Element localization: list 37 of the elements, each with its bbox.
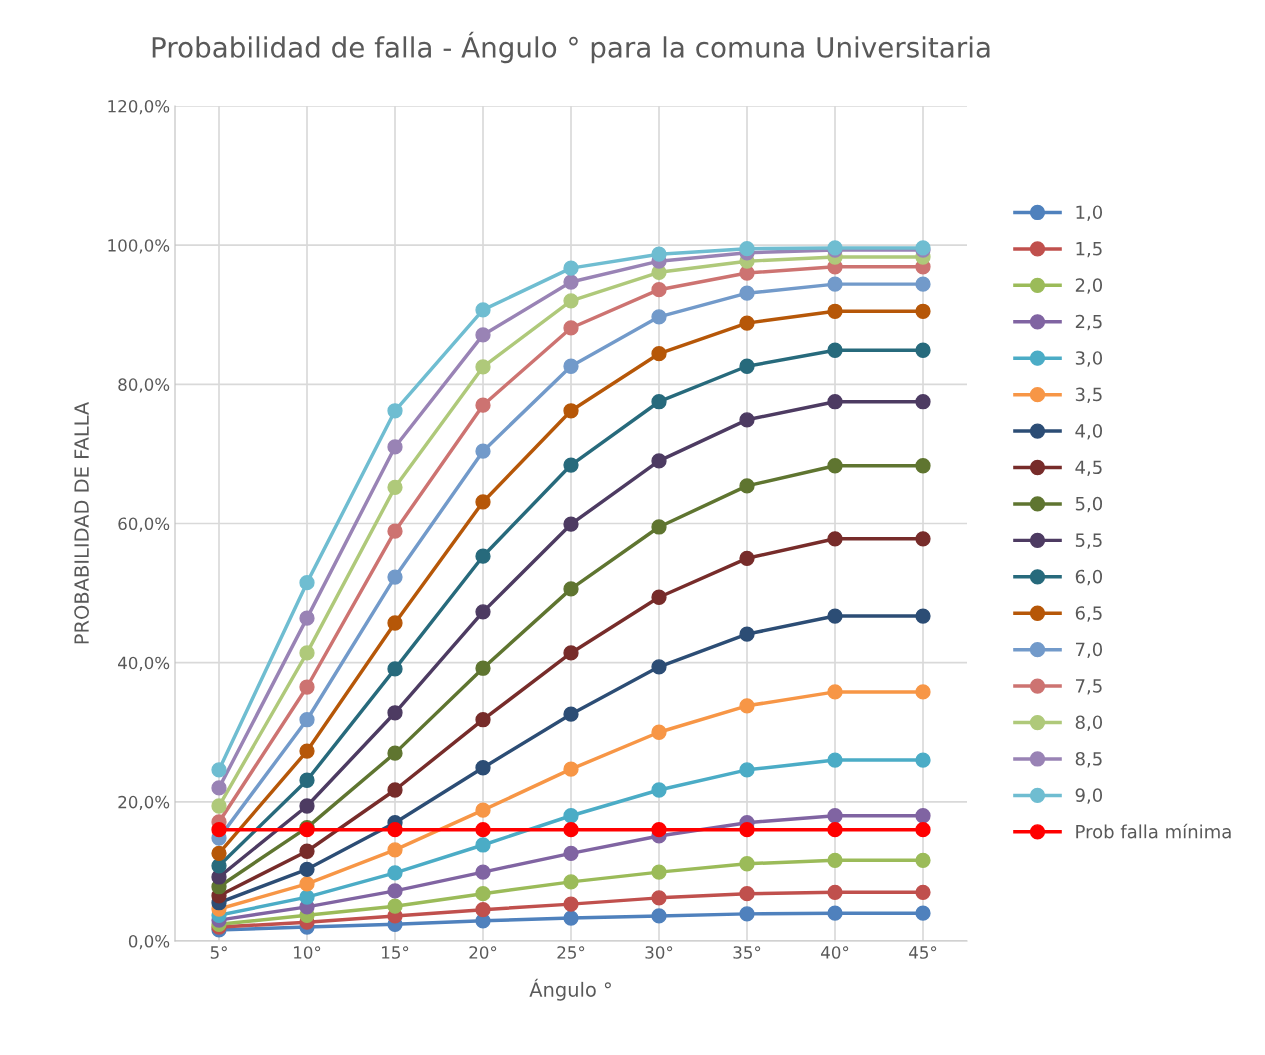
x-tick-label: 25° [557, 946, 585, 959]
x-tick-label: 30° [645, 946, 673, 959]
legend-label: 2,5 [1075, 314, 1102, 331]
y-tick-label: 20,0% [118, 795, 170, 811]
legend-label: 8,5 [1075, 751, 1102, 768]
x-tick-label: 10° [294, 946, 321, 959]
y-tick-label: 100,0% [108, 239, 170, 254]
y-axis-title: PROBABILIDAD DE FALLA [74, 401, 89, 644]
x-axis-title: Ángulo ° [529, 978, 611, 1001]
legend-label: 6,5 [1075, 606, 1102, 622]
x-tick-label: 45° [909, 946, 937, 959]
legend-label: 1,5 [1076, 242, 1102, 258]
x-tick-label: 15° [382, 946, 409, 959]
legend-label: 2,0 [1075, 278, 1103, 294]
legend-label: 7,0 [1075, 642, 1103, 659]
x-tick-label: 20° [469, 946, 497, 959]
legend-label: 1,0 [1076, 205, 1103, 221]
legend-label: 5,5 [1075, 533, 1102, 549]
legend-label: 4,5 [1075, 460, 1102, 476]
legend-label: 4,0 [1075, 424, 1103, 440]
x-tick-label: 5° [210, 946, 227, 959]
legend-label: 9,0 [1075, 788, 1103, 804]
legend-label: 3,5 [1075, 387, 1102, 404]
y-tick-label: 120,0% [108, 99, 170, 115]
y-tick-label: 80,0% [118, 378, 170, 393]
legend-label: Prob falla mínima [1076, 823, 1231, 839]
x-tick-label: 40° [821, 946, 849, 959]
chart-title: Probabilidad de falla - Ángulo ° para la comuna Universitaria [152, 31, 990, 64]
y-tick-label: 0,0% [128, 934, 170, 950]
x-tick-label: 35° [733, 946, 761, 959]
y-tick-label: 40,0% [118, 656, 170, 671]
legend-label: 6,0 [1075, 569, 1103, 586]
legend-label: 5,0 [1075, 496, 1103, 513]
legend-label: 3,0 [1075, 351, 1103, 367]
legend-label: 7,5 [1075, 679, 1102, 695]
y-tick-label: 60,0% [118, 517, 170, 532]
legend-label: 8,0 [1075, 715, 1103, 731]
